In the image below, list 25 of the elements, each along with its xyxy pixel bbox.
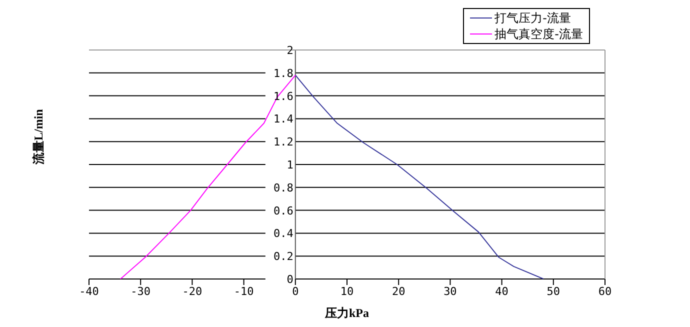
y-tick-label: 0.8 xyxy=(274,181,294,194)
x-tick-label: -10 xyxy=(234,284,254,298)
x-tick-label: -20 xyxy=(182,284,202,298)
y-tick-label: 1.8 xyxy=(274,66,294,80)
line-series xyxy=(294,74,544,279)
x-tick-label: 20 xyxy=(392,284,406,298)
legend-label: 抽气真空度-流量 xyxy=(494,26,583,42)
y-axis-title: 流量L/min xyxy=(31,108,46,166)
x-tick-label: 50 xyxy=(546,284,560,298)
legend-label: 打气压力-流量 xyxy=(494,10,571,26)
y-tick-label: 0.4 xyxy=(274,227,294,240)
x-axis-title: 压力kPa xyxy=(324,306,370,320)
x-tick-label: -30 xyxy=(130,284,151,298)
y-tick-label: 1.2 xyxy=(274,136,294,149)
x-tick-label: -40 xyxy=(79,284,99,298)
y-tick-label: 2 xyxy=(286,44,294,57)
x-tick-label: 60 xyxy=(598,284,612,298)
x-tick-label: 10 xyxy=(340,284,354,298)
y-tick-label: 1.4 xyxy=(274,112,294,126)
y-tick-label: 0 xyxy=(286,273,294,286)
y-tick-label: 0.2 xyxy=(274,250,294,264)
y-tick-label: 0.6 xyxy=(274,204,294,218)
x-tick-label: 40 xyxy=(495,284,508,298)
y-tick-label: 1 xyxy=(286,158,294,172)
x-tick-label: 30 xyxy=(444,284,457,298)
